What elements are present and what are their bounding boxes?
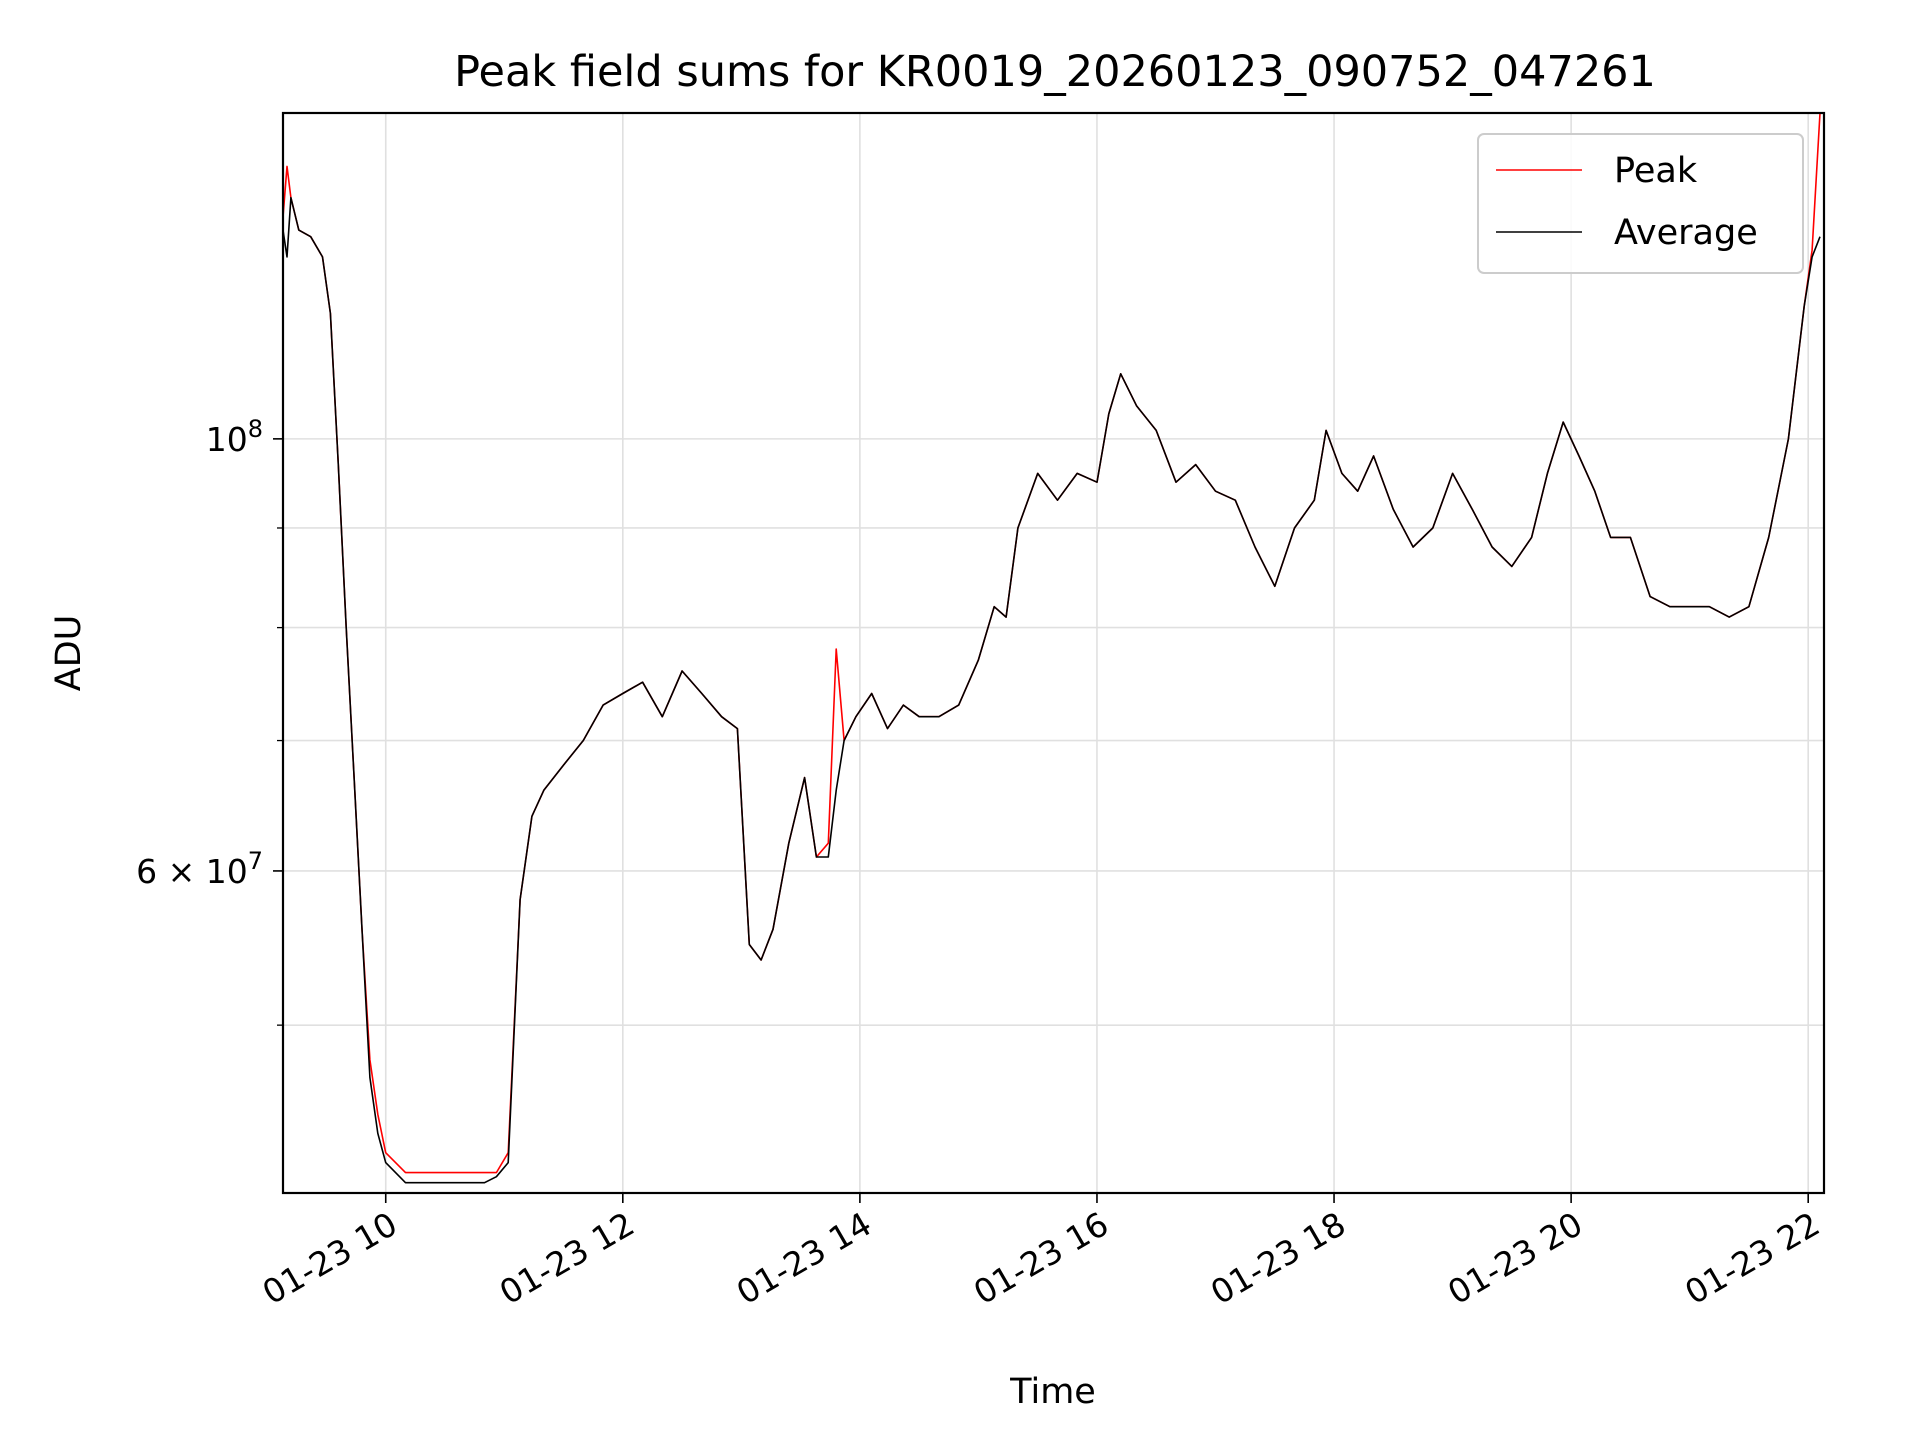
y-axis-label: ADU: [49, 615, 89, 692]
y-axis-ticks: 108 6 × 107: [136, 415, 283, 1026]
plot-frame: [281, 111, 1826, 1195]
legend-label-peak: Peak: [1614, 151, 1698, 191]
y-tick-label: 6 × 107: [136, 847, 263, 891]
x-axis-label: Time: [1009, 1372, 1096, 1412]
series-line-average: [282, 196, 1821, 1184]
series-layer: [282, 112, 1821, 1184]
legend: Peak Average: [1477, 133, 1804, 274]
grid: [283, 113, 1824, 1193]
legend-box: [1477, 133, 1804, 274]
y-tick-label: 108: [206, 415, 263, 459]
legend-label-average: Average: [1614, 213, 1758, 253]
chart-title: Peak field sums for KR0019_20260123_0907…: [454, 47, 1656, 97]
